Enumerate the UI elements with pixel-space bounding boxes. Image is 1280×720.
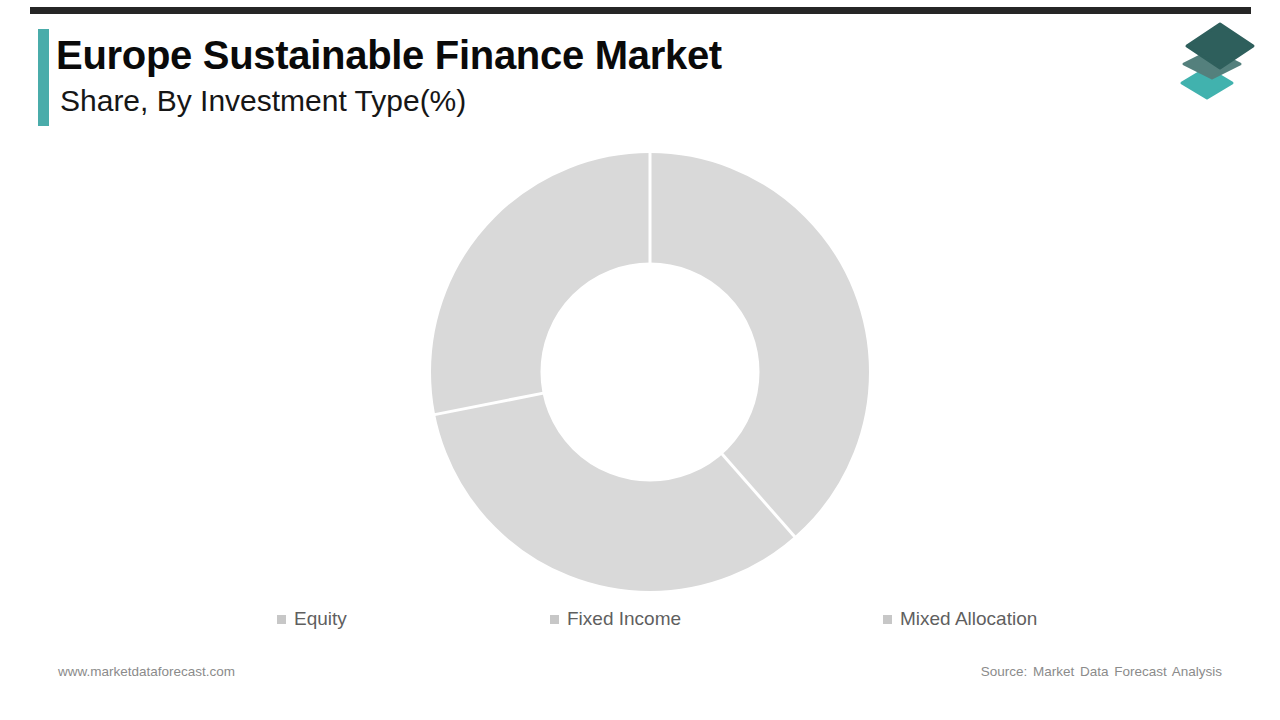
source-attribution: Source: Market Data Forecast Analysis (981, 664, 1222, 679)
website-url: www.marketdataforecast.com (58, 664, 235, 679)
legend-item-fixed-income[interactable]: Fixed Income (550, 608, 681, 630)
legend-marker-icon (550, 615, 559, 624)
chart-page: Europe Sustainable Finance Market Share,… (0, 0, 1280, 720)
legend-label: Mixed Allocation (900, 608, 1037, 630)
legend-marker-icon (277, 615, 286, 624)
legend-label: Fixed Income (567, 608, 681, 630)
legend-marker-icon (883, 615, 892, 624)
legend-item-equity[interactable]: Equity (277, 608, 347, 630)
legend-label: Equity (294, 608, 347, 630)
legend-item-mixed-allocation[interactable]: Mixed Allocation (883, 608, 1037, 630)
